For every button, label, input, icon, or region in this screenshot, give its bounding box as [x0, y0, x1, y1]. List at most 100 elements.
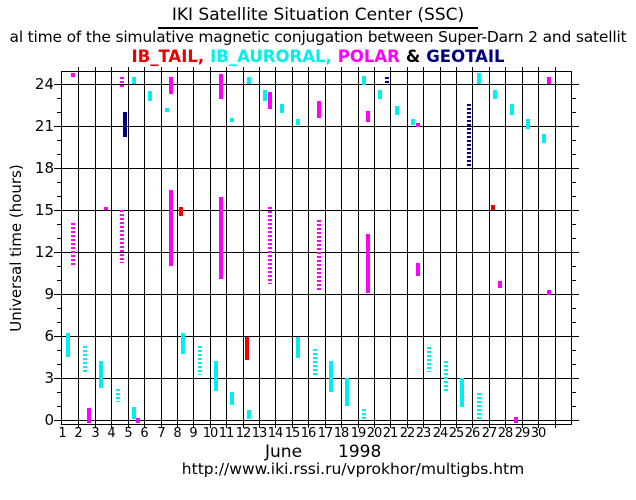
x-tick-label: 2 — [74, 426, 82, 441]
day-gridline — [423, 72, 424, 424]
day-tick-bottom — [292, 424, 293, 428]
x-tick-label: 23 — [415, 426, 432, 441]
day-gridline — [489, 72, 490, 424]
ib_auroral-event — [115, 389, 120, 402]
polar-event — [317, 219, 321, 292]
hour-tick-left — [54, 126, 62, 127]
geotail-event — [467, 103, 472, 167]
day-gridline — [161, 72, 162, 424]
polar-event — [546, 77, 551, 84]
ib_auroral-event — [394, 106, 399, 115]
polar-event — [103, 207, 108, 211]
day-tick-bottom — [505, 424, 506, 428]
ib_auroral-event — [246, 410, 251, 419]
ib_auroral-event — [99, 361, 103, 388]
ib_auroral-event — [279, 103, 284, 114]
day-gridline — [177, 72, 178, 424]
hour-gridline — [62, 336, 571, 337]
day-tick-top — [111, 67, 112, 72]
day-gridline — [210, 72, 211, 424]
day-gridline — [358, 72, 359, 424]
ib_tail-event — [491, 205, 496, 210]
ib_auroral-event — [328, 361, 333, 392]
day-tick-top — [390, 67, 391, 72]
legend-item-geotail: GEOTAIL — [426, 47, 505, 66]
hour-tick-right — [571, 392, 576, 393]
day-tick-top — [456, 67, 457, 72]
ib_auroral-event — [361, 408, 366, 422]
hour-tick-right — [571, 322, 576, 323]
hour-tick-right — [571, 196, 576, 197]
x-tick-label: 28 — [497, 426, 514, 441]
day-gridline — [292, 72, 293, 424]
day-tick-bottom — [423, 424, 424, 428]
day-tick-bottom — [259, 424, 260, 428]
day-tick-top — [308, 67, 309, 72]
polar-event — [366, 233, 371, 293]
polar-event — [87, 408, 92, 423]
ib_auroral-event — [263, 89, 268, 101]
x-tick-label: 18 — [333, 426, 350, 441]
day-tick-bottom — [78, 424, 79, 428]
day-tick-bottom — [111, 424, 112, 428]
day-tick-bottom — [275, 424, 276, 428]
x-tick-label: 25 — [448, 426, 465, 441]
day-tick-top — [161, 67, 162, 72]
polar-event — [70, 72, 75, 77]
day-gridline — [128, 72, 129, 424]
day-tick-top — [472, 67, 473, 72]
day-gridline — [259, 72, 260, 424]
x-tick-label: 21 — [382, 426, 399, 441]
day-tick-bottom — [226, 424, 227, 428]
hour-tick-left — [57, 154, 62, 155]
x-tick-label: 12 — [235, 426, 252, 441]
x-tick-label: 26 — [464, 426, 481, 441]
day-tick-bottom — [407, 424, 408, 428]
day-tick-bottom — [341, 424, 342, 428]
day-tick-bottom — [308, 424, 309, 428]
day-tick-top — [259, 67, 260, 72]
ib_auroral-event — [214, 361, 218, 391]
hour-tick-right — [571, 84, 579, 85]
day-tick-bottom — [472, 424, 473, 428]
ib_auroral-event — [131, 407, 136, 419]
day-tick-bottom — [325, 424, 326, 428]
polar-event — [218, 74, 223, 100]
hour-tick-left — [57, 98, 62, 99]
ib_auroral-event — [296, 119, 301, 125]
y-tick-label: 3 — [44, 369, 54, 387]
day-tick-top — [555, 67, 556, 72]
hour-tick-left — [57, 308, 62, 309]
hour-tick-left — [57, 238, 62, 239]
legend-item-ibauroral: IB_AURORAL, — [210, 47, 332, 66]
day-tick-bottom — [456, 424, 457, 428]
day-tick-top — [292, 67, 293, 72]
y-tick-label: 15 — [34, 201, 54, 219]
hour-tick-left — [54, 168, 62, 169]
x-tick-label: 27 — [481, 426, 498, 441]
hour-tick-left — [54, 420, 62, 421]
hour-tick-left — [54, 84, 62, 85]
x-tick-label: 11 — [218, 426, 235, 441]
day-tick-bottom — [390, 424, 391, 428]
day-tick-top — [423, 67, 424, 72]
day-tick-top — [226, 67, 227, 72]
day-tick-bottom — [358, 424, 359, 428]
day-gridline — [472, 72, 473, 424]
day-gridline — [308, 72, 309, 424]
hour-tick-left — [57, 112, 62, 113]
hour-tick-right — [571, 294, 579, 295]
hour-tick-right — [571, 308, 576, 309]
hour-gridline — [62, 126, 571, 127]
ib_auroral-event — [148, 91, 153, 101]
hour-tick-left — [57, 364, 62, 365]
x-tick-label: 24 — [432, 426, 449, 441]
x-tick-label: 9 — [189, 426, 197, 441]
day-tick-top — [243, 67, 244, 72]
chart-subtitle: al time of the simulative magnetic conju… — [9, 28, 627, 46]
hour-tick-right — [571, 126, 579, 127]
ib_auroral-event — [526, 119, 530, 129]
ib_auroral-event — [230, 392, 235, 405]
polar-event — [218, 197, 223, 279]
day-tick-top — [95, 67, 96, 72]
